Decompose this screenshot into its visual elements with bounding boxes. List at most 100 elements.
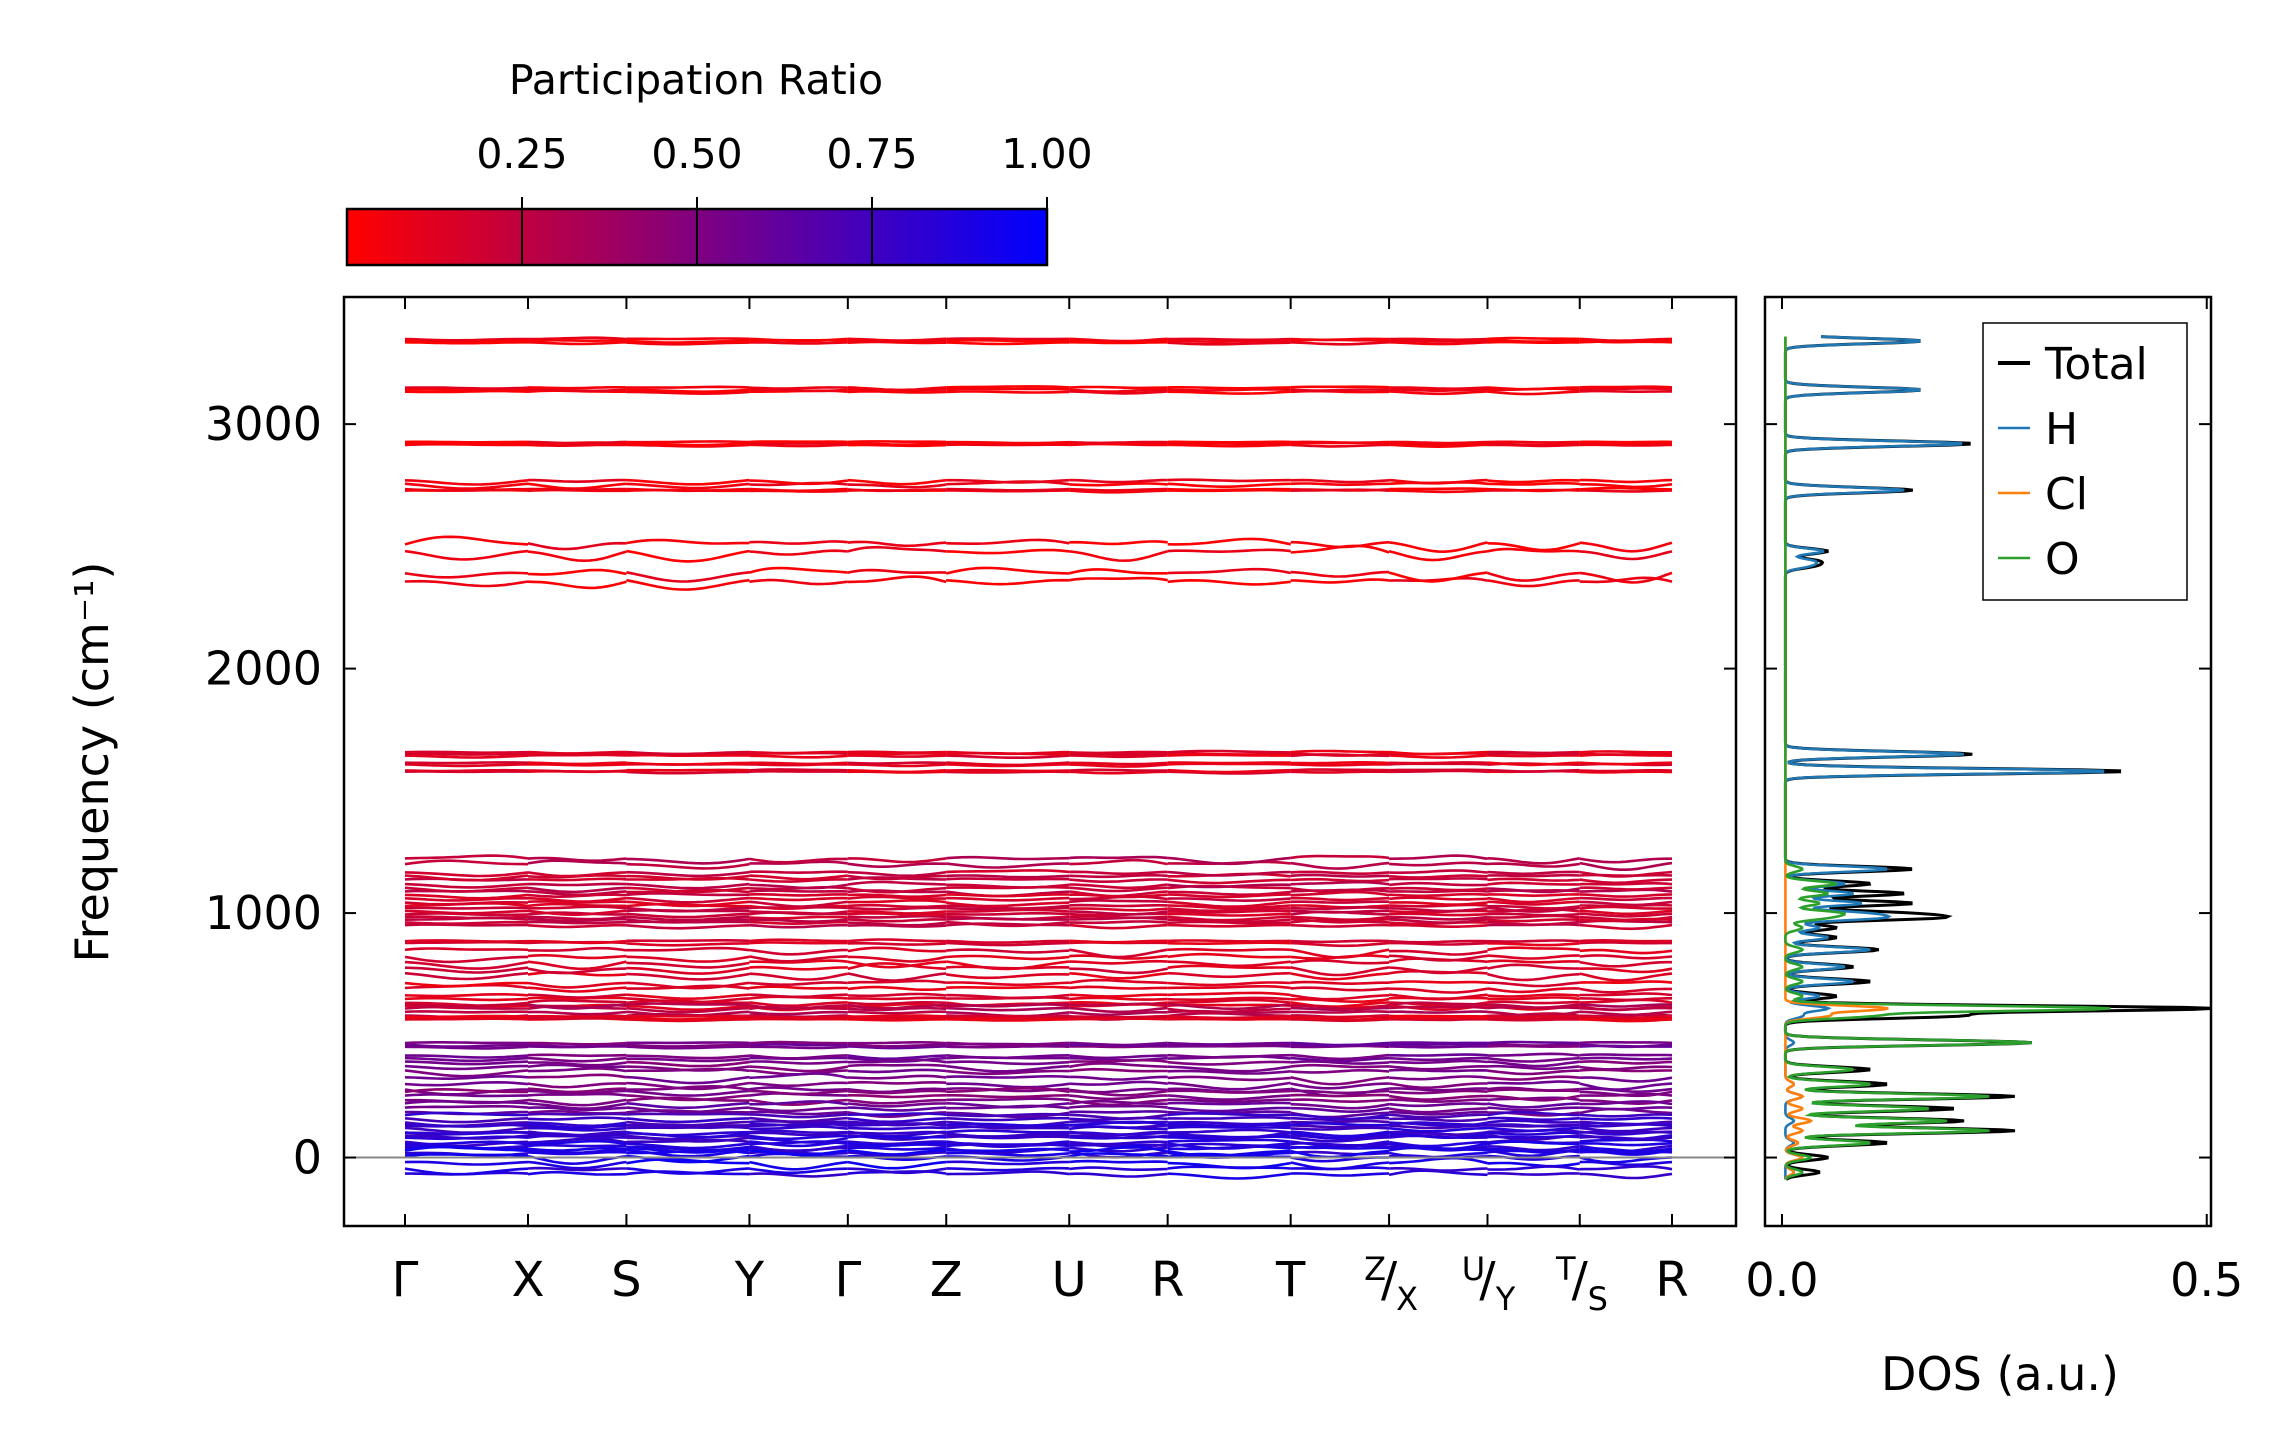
phonon-band-segment bbox=[626, 961, 750, 969]
phonon-band-segment bbox=[749, 1140, 848, 1146]
phonon-band-segment bbox=[847, 1074, 947, 1080]
phonon-band-segment bbox=[1487, 1043, 1580, 1047]
phonon-band-segment bbox=[847, 1087, 947, 1094]
phonon-band-segment bbox=[527, 1131, 627, 1137]
phonon-band-segment bbox=[749, 578, 848, 586]
phonon-band-segment bbox=[626, 939, 750, 943]
phonon-band-segment bbox=[1167, 1065, 1291, 1073]
phonon-band-segment bbox=[404, 971, 529, 981]
phonon-band-segment bbox=[626, 870, 750, 878]
phonon-band-segment bbox=[528, 1041, 627, 1046]
phonon-band-segment bbox=[1487, 1052, 1580, 1057]
phonon-band-segment bbox=[749, 883, 848, 890]
phonon-band-segment bbox=[1389, 1167, 1488, 1172]
phonon-band-segment bbox=[626, 857, 750, 865]
phonon-band-segment bbox=[1167, 883, 1291, 889]
phonon-band-segment bbox=[1579, 1106, 1673, 1111]
phonon-band-segment bbox=[1069, 1135, 1168, 1140]
x-tick-label-text: S bbox=[611, 1252, 641, 1308]
phonon-band-segment bbox=[1069, 910, 1168, 916]
phonon-band-segment bbox=[1167, 443, 1291, 448]
phonon-band-segment bbox=[847, 1041, 947, 1045]
phonon-band-segment bbox=[749, 1125, 848, 1131]
phonon-band-segment bbox=[749, 768, 848, 772]
phonon-band-segment bbox=[749, 915, 848, 920]
phonon-band-segment bbox=[1579, 483, 1673, 489]
phonon-band-segment bbox=[527, 859, 627, 865]
phonon-band-segment bbox=[1069, 993, 1168, 998]
phonon-band-segment bbox=[1167, 918, 1291, 923]
phonon-band-segment bbox=[404, 579, 529, 588]
phonon-band-segment bbox=[404, 1093, 528, 1098]
phonon-band-segment bbox=[404, 1167, 529, 1176]
phonon-band-segment bbox=[946, 1014, 1070, 1018]
x-tick-label-text: R bbox=[1151, 1252, 1184, 1308]
phonon-band-segment bbox=[1579, 489, 1673, 493]
phonon-band-segment bbox=[404, 1003, 529, 1008]
phonon-band-segment bbox=[527, 1010, 627, 1016]
phonon-band-segment bbox=[1167, 897, 1291, 903]
phonon-band-segment bbox=[749, 1160, 848, 1171]
phonon-band-segment bbox=[1167, 878, 1291, 885]
phonon-band-segment bbox=[1487, 1140, 1580, 1146]
phonon-band-segment bbox=[1579, 550, 1673, 561]
legend-label: Total bbox=[2044, 339, 2148, 390]
phonon-band-segment bbox=[1579, 972, 1673, 982]
phonon-band-segment bbox=[749, 965, 848, 971]
phonon-band-segment bbox=[749, 750, 848, 755]
phonon-band-segment bbox=[847, 1089, 947, 1095]
phonon-band-segment bbox=[946, 939, 1070, 944]
x-tick-label: S bbox=[611, 1252, 641, 1308]
phonon-band-segment bbox=[1487, 1131, 1580, 1136]
x-tick-label-sup: Z bbox=[1364, 1250, 1386, 1288]
phonon-band-segment bbox=[1487, 487, 1580, 493]
phonon-band-segment bbox=[1487, 1119, 1580, 1124]
phonon-band-segment bbox=[1069, 568, 1168, 575]
phonon-band-segment bbox=[1290, 890, 1390, 897]
phonon-band-segment bbox=[404, 993, 529, 998]
phonon-band-segment bbox=[404, 389, 529, 394]
phonon-band-segment bbox=[1290, 870, 1390, 875]
phonon-band-segment bbox=[1487, 993, 1580, 998]
phonon-band-segment bbox=[1487, 862, 1580, 868]
phonon-band-segment bbox=[749, 948, 848, 956]
phonon-band-segment bbox=[946, 754, 1070, 759]
legend-label: H bbox=[2045, 404, 2078, 455]
phonon-band-segment bbox=[749, 1043, 848, 1047]
phonon-band-segment bbox=[404, 549, 529, 561]
phonon-band-segment bbox=[527, 1143, 627, 1148]
phonon-band-segment bbox=[946, 1116, 1070, 1122]
phonon-band-segment bbox=[749, 388, 848, 393]
phonon-band-segment bbox=[626, 1131, 750, 1139]
phonon-band-segment bbox=[1579, 339, 1672, 344]
phonon-band-segment bbox=[1167, 964, 1291, 969]
phonon-band-segment bbox=[404, 1087, 528, 1094]
phonon-band-segment bbox=[626, 874, 750, 881]
phonon-band-segment bbox=[527, 886, 627, 894]
phonon-band-segment bbox=[1389, 918, 1488, 925]
x-tick-label-slash: / bbox=[1572, 1252, 1589, 1308]
legend-item: Cl bbox=[1998, 469, 2088, 520]
phonon-band-segment bbox=[1167, 1122, 1291, 1127]
phonon-band-segment bbox=[404, 482, 529, 490]
phonon-band-segment bbox=[1167, 1075, 1291, 1082]
phonon-band-segment bbox=[1167, 1060, 1291, 1066]
phonon-band-segment bbox=[1487, 1064, 1580, 1071]
phonon-band-segment bbox=[404, 1041, 528, 1045]
phonon-band-segment bbox=[404, 966, 529, 974]
x-tick-label-text: Y bbox=[734, 1252, 765, 1308]
phonon-band-segment bbox=[749, 1015, 848, 1019]
phonon-band-segment bbox=[1167, 1125, 1291, 1130]
phonon-band-segment bbox=[749, 540, 848, 545]
phonon-band-segment bbox=[1069, 873, 1168, 879]
phonon-band-segment bbox=[1069, 899, 1168, 904]
phonon-band-segment bbox=[847, 946, 947, 953]
phonon-band-segment bbox=[527, 1116, 627, 1121]
phonon-band-segment bbox=[1167, 923, 1291, 928]
phonon-band-segment bbox=[404, 901, 529, 906]
phonon-band-segment bbox=[1487, 963, 1580, 970]
phonon-band-segment bbox=[626, 972, 750, 981]
phonon-band-segment bbox=[1579, 389, 1672, 393]
phonon-band-segment bbox=[1167, 1138, 1291, 1143]
phonon-band-segment bbox=[1290, 1060, 1390, 1065]
